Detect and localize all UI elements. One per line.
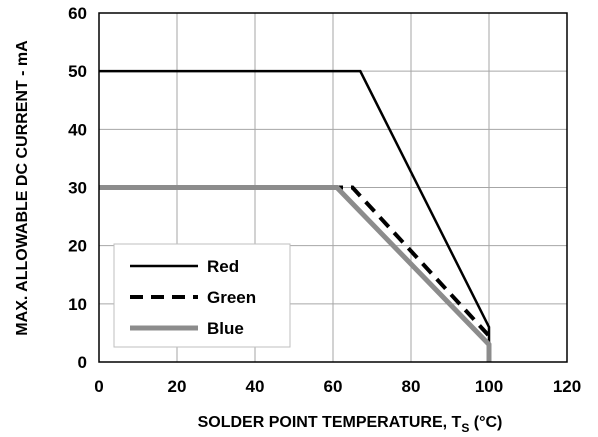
y-tick-label: 20 xyxy=(68,237,87,256)
x-tick-label: 20 xyxy=(168,377,187,396)
legend-label-blue: Blue xyxy=(207,319,244,338)
y-tick-label: 50 xyxy=(68,62,87,81)
legend: Red Green Blue xyxy=(113,243,291,348)
x-tick-label: 100 xyxy=(475,377,503,396)
x-tick-label: 40 xyxy=(246,377,265,396)
series-lines xyxy=(99,69,492,362)
x-axis-title: SOLDER POINT TEMPERATURE, TS (°C) xyxy=(198,414,503,435)
legend-label-red: Red xyxy=(207,257,239,276)
x-tick-label: 80 xyxy=(402,377,421,396)
plot-frame xyxy=(98,12,568,363)
y-tick-label: 60 xyxy=(68,4,87,23)
legend-label-green: Green xyxy=(207,288,256,307)
x-tick-label: 60 xyxy=(324,377,343,396)
y-tick-label: 10 xyxy=(68,295,87,314)
y-tick-label: 30 xyxy=(68,179,87,198)
x-tick-label: 0 xyxy=(94,377,103,396)
series-line-blue xyxy=(99,185,492,362)
y-axis-title: MAX. ALLOWABLE DC CURRENT - mA xyxy=(14,40,31,336)
y-tick-label: 0 xyxy=(78,353,87,372)
x-tick-label: 120 xyxy=(553,377,581,396)
tick-labels: 0 20 40 60 80 100 120 0 10 20 30 40 50 60 xyxy=(68,4,581,396)
y-tick-label: 40 xyxy=(68,120,87,139)
